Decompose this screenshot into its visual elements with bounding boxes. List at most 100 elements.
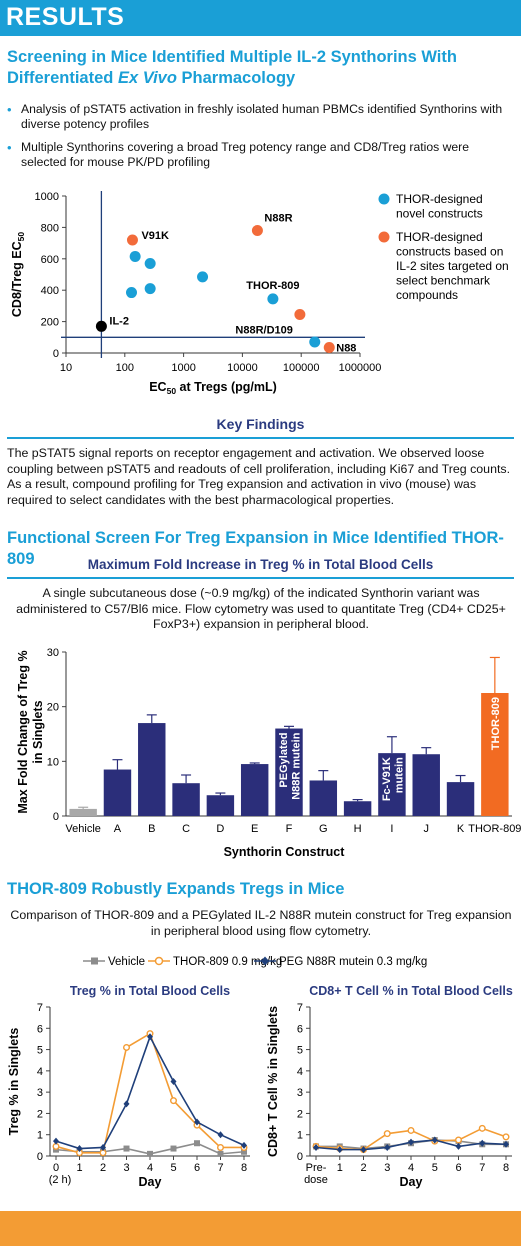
marker-diamond xyxy=(360,1146,367,1154)
category-label: B xyxy=(148,823,155,835)
bar xyxy=(69,808,97,816)
marker-diamond xyxy=(217,1131,224,1139)
x-tick-label: 100 xyxy=(116,362,134,374)
y-tick-label: 1000 xyxy=(35,191,59,203)
bar xyxy=(412,754,440,816)
marker-diamond xyxy=(241,1141,247,1149)
legend-label: select benchmark xyxy=(396,274,491,288)
y-tick-label: 800 xyxy=(41,222,59,234)
bar xyxy=(446,782,475,816)
category-label: I xyxy=(390,823,393,835)
category-label: E xyxy=(251,823,258,835)
y-tick-label: 5 xyxy=(297,1045,303,1057)
x-tick-label: 4 xyxy=(147,1162,153,1174)
marker-square xyxy=(147,1150,153,1157)
scatter-point xyxy=(126,234,138,246)
marker-square xyxy=(241,1148,247,1155)
series-line xyxy=(55,1032,244,1154)
marker-circle xyxy=(122,1043,130,1051)
x-tick-label: 3 xyxy=(123,1162,129,1174)
y-axis-label: CD8/Treg EC50 xyxy=(10,232,26,317)
x-tick-label: 5 xyxy=(170,1162,176,1174)
bar-inner-label: Fc-V91K xyxy=(381,757,393,801)
bar xyxy=(378,753,406,816)
scatter-point xyxy=(129,250,141,262)
legend-marker-square xyxy=(91,957,98,965)
marker-diamond xyxy=(76,1145,83,1153)
legend-label: compounds xyxy=(396,288,458,302)
legend-label: Vehicle xyxy=(108,956,145,968)
category-label: D xyxy=(216,823,224,835)
legend-label: THOR-809 0.9 mg/kg xyxy=(173,956,282,968)
y-axis-label-line2: in Singlets xyxy=(31,700,45,763)
y-tick-label: 6 xyxy=(297,1023,303,1035)
bar xyxy=(481,693,509,816)
y-tick-label: 600 xyxy=(41,254,59,266)
legend-label: THOR-designed xyxy=(396,230,483,244)
scatter-point xyxy=(267,293,279,305)
results-title: RESULTS xyxy=(6,3,125,31)
section3-title: THOR-809 Robustly Expands Tregs in Mice xyxy=(7,880,345,898)
bar xyxy=(103,769,132,816)
marker-diamond xyxy=(408,1138,414,1146)
y-axis-label-line1: Max Fold Change of Treg % xyxy=(16,650,30,813)
scatter-point xyxy=(144,258,156,270)
bar-inner-label: THOR-809 xyxy=(490,697,502,750)
x-tick-label: 1 xyxy=(337,1162,343,1174)
x-tick-label: 100000 xyxy=(283,362,320,374)
legend-label: novel constructs xyxy=(396,207,483,221)
y-tick-label: 3 xyxy=(297,1087,303,1099)
scatter-point xyxy=(251,225,263,237)
marker-diamond xyxy=(123,1100,130,1108)
marker-diamond xyxy=(100,1143,106,1151)
category-label: G xyxy=(319,823,328,835)
marker-circle xyxy=(216,1143,224,1151)
legend-label: THOR-designed xyxy=(396,192,483,206)
scatter-point xyxy=(95,320,107,332)
marker-square xyxy=(194,1140,200,1147)
marker-diamond xyxy=(384,1143,391,1151)
point-label: N88R xyxy=(264,213,292,225)
marker-circle xyxy=(455,1136,463,1144)
marker-square xyxy=(170,1145,177,1152)
bar xyxy=(343,801,372,816)
marker-diamond xyxy=(170,1078,177,1085)
legend-marker-circle xyxy=(154,956,164,966)
category-label: C xyxy=(182,823,190,835)
bar-inner-label: N88R mutein xyxy=(291,732,303,800)
x-tick-label: 0 xyxy=(53,1162,59,1174)
x-axis-label: Day xyxy=(400,1175,423,1189)
bar xyxy=(240,764,269,816)
marker-diamond xyxy=(313,1143,319,1151)
y-tick-label: 2 xyxy=(297,1108,303,1120)
y-tick-label: 30 xyxy=(47,647,59,659)
section1-title-line2: Differentiated Ex Vivo Pharmacology xyxy=(7,69,296,87)
y-tick-label: 6 xyxy=(37,1023,43,1035)
marker-circle xyxy=(383,1130,391,1138)
y-axis-label: Treg % in Singlets xyxy=(7,1028,21,1136)
footer-bar xyxy=(0,1211,521,1246)
x-tick-label: Pre- xyxy=(306,1162,327,1174)
section2-box-title: Maximum Fold Increase in Treg % in Total… xyxy=(87,557,434,572)
section2-desc: A single subcutaneous dose (~0.9 mg/kg) … xyxy=(16,586,506,631)
y-tick-label: 0 xyxy=(297,1151,303,1163)
bullet-1: • Analysis of pSTAT5 activation in freshl… xyxy=(7,102,503,131)
y-tick-label: 1 xyxy=(37,1130,43,1142)
bar-inner-label: mutein xyxy=(393,757,405,793)
marker-diamond xyxy=(455,1142,462,1150)
point-label: N88 xyxy=(336,343,356,355)
bullet-dot: • xyxy=(7,102,12,117)
x-tick-label: 2 xyxy=(360,1162,366,1174)
marker-diamond xyxy=(194,1118,200,1126)
bar xyxy=(138,723,166,816)
y-tick-label: 3 xyxy=(37,1087,43,1099)
x-tick-label: 7 xyxy=(217,1162,223,1174)
y-tick-label: 0 xyxy=(37,1151,43,1163)
x-tick-label: 6 xyxy=(455,1162,461,1174)
y-tick-label: 0 xyxy=(53,811,59,823)
scatter-chart: 0 200 400 600 800 1000 10 100 1000 10000 100000 100… xyxy=(10,191,509,396)
point-label: V91K xyxy=(141,230,169,242)
legend-marker xyxy=(378,193,390,205)
bar xyxy=(172,783,200,816)
